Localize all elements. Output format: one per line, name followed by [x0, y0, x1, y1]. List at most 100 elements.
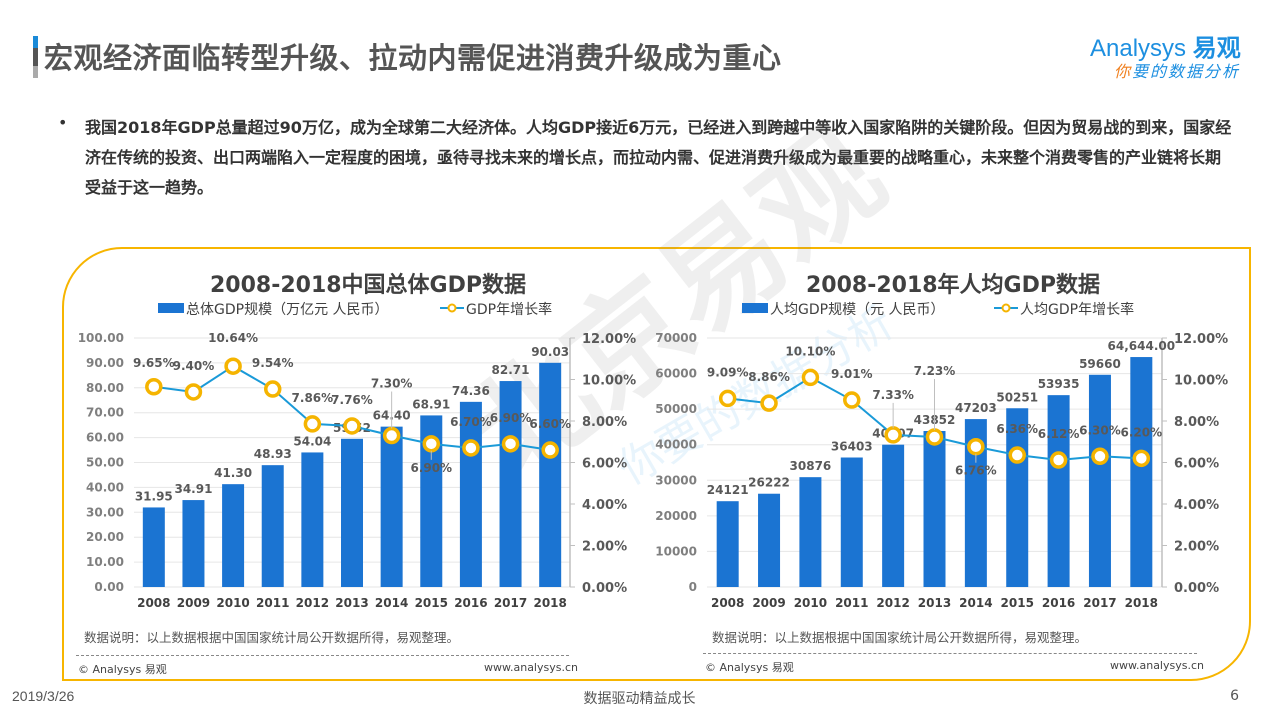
growth-value-label: 7.33%	[872, 388, 914, 402]
x-tick-label: 2010	[216, 596, 249, 610]
bar-value-label: 41.30	[214, 466, 252, 480]
right-site-link[interactable]: www.analysys.cn	[1110, 659, 1204, 672]
bar-value-label: 36403	[831, 440, 873, 454]
growth-value-label: 6.76%	[955, 464, 997, 478]
bar-value-label: 53935	[1038, 377, 1080, 391]
left-site-link[interactable]: www.analysys.cn	[484, 661, 578, 674]
y-right-tick-label: 6.00%	[582, 457, 627, 472]
y-left-tick-label: 0.00	[94, 580, 124, 594]
y-right-tick-label: 2.00%	[582, 540, 627, 555]
growth-value-label: 9.01%	[831, 367, 873, 381]
bar	[182, 500, 205, 587]
bar	[142, 507, 165, 587]
bar	[341, 438, 363, 587]
title-accent-bar	[33, 36, 38, 78]
bar-value-label: 24121	[707, 483, 749, 497]
bar	[840, 457, 863, 587]
bar-value-label: 26222	[748, 476, 790, 490]
growth-marker	[382, 426, 401, 445]
y-right-tick-label: 12.00%	[582, 332, 636, 347]
growth-marker	[422, 435, 441, 453]
y-left-tick-label: 70000	[655, 331, 697, 345]
growth-marker	[760, 394, 778, 412]
page-number: 6	[1230, 688, 1239, 704]
x-tick-label: 2012	[296, 596, 329, 610]
x-tick-label: 2014	[375, 596, 408, 610]
growth-value-label: 6.70%	[450, 415, 492, 429]
y-right-tick-label: 4.00%	[582, 498, 627, 513]
y-left-tick-label: 10.00	[86, 555, 124, 569]
logo-main-en: Analysys	[1090, 35, 1187, 62]
growth-value-label: 6.12%	[1038, 427, 1080, 441]
x-tick-label: 2013	[335, 596, 368, 610]
growth-marker	[1091, 447, 1109, 466]
bar	[380, 426, 403, 587]
growth-value-label: 10.64%	[208, 331, 258, 345]
growth-value-label: 6.90%	[490, 411, 532, 425]
y-left-tick-label: 90.00	[86, 356, 124, 370]
growth-marker	[303, 415, 322, 433]
growth-marker	[263, 380, 282, 398]
bar	[222, 484, 245, 587]
logo-main: Analysys 易观	[1090, 28, 1241, 63]
footer-date: 2019/3/26	[12, 688, 75, 704]
growth-value-label: 8.86%	[748, 370, 790, 384]
growth-marker	[718, 389, 737, 408]
bar-value-label: 64,644.00	[1108, 339, 1176, 353]
bar	[301, 452, 324, 587]
growth-value-label: 6.60%	[529, 417, 571, 431]
left-data-note: 数据说明：以上数据根据中国国家统计局公开数据所得，易观整理。	[84, 630, 460, 645]
x-tick-label: 2016	[454, 596, 487, 610]
growth-marker	[1049, 451, 1068, 469]
growth-marker	[501, 435, 520, 453]
y-right-tick-label: 6.00%	[1174, 457, 1219, 472]
growth-marker	[145, 378, 163, 396]
footer-slogan: 数据驱动精益成长	[583, 691, 696, 707]
growth-marker	[541, 441, 559, 459]
x-tick-label: 2008	[137, 596, 170, 610]
growth-marker	[884, 426, 902, 444]
growth-value-label: 10.10%	[785, 344, 835, 358]
growth-marker	[843, 391, 861, 409]
bar	[459, 401, 482, 587]
y-left-tick-label: 80.00	[86, 381, 124, 395]
y-left-tick-label: 20000	[655, 509, 697, 523]
x-tick-label: 2017	[494, 596, 527, 610]
chart-title: 2008-2018年人均GDP数据	[806, 272, 1100, 298]
y-left-tick-label: 40.00	[86, 480, 124, 494]
growth-value-label: 7.30%	[371, 377, 413, 391]
bar-value-label: 50251	[996, 390, 1038, 404]
bar-value-label: 90.03	[531, 345, 569, 359]
y-left-tick-label: 20.00	[86, 530, 124, 544]
y-left-tick-label: 70.00	[86, 406, 124, 420]
left-divider	[76, 655, 569, 656]
y-right-tick-label: 12.00%	[1174, 332, 1228, 347]
bar-value-label: 34.91	[174, 482, 212, 496]
y-left-tick-label: 40000	[655, 438, 697, 452]
bar-value-label: 54.04	[293, 434, 331, 448]
x-tick-label: 2010	[794, 596, 827, 610]
bar-value-label: 82.71	[492, 363, 530, 377]
y-right-tick-label: 10.00%	[582, 374, 636, 389]
y-left-tick-label: 50.00	[86, 456, 124, 470]
legend-line-marker	[447, 303, 457, 313]
x-tick-label: 2018	[1125, 596, 1158, 610]
x-tick-label: 2011	[256, 596, 289, 610]
bar	[420, 415, 443, 587]
y-right-tick-label: 8.00%	[582, 415, 627, 430]
x-tick-label: 2009	[177, 596, 210, 610]
y-right-tick-label: 4.00%	[1174, 498, 1219, 513]
bar-value-label: 30876	[790, 459, 832, 473]
logo-slogan: 你要的数据分析	[1114, 58, 1240, 82]
bullet-dot-icon: •	[58, 113, 68, 132]
bar	[261, 465, 284, 587]
bar-value-label: 59660	[1079, 357, 1121, 371]
growth-marker	[184, 383, 203, 401]
growth-marker	[1008, 446, 1026, 464]
x-tick-label: 2008	[711, 596, 744, 610]
growth-value-label: 9.65%	[133, 356, 175, 370]
growth-value-label: 9.40%	[173, 359, 215, 373]
x-tick-label: 2013	[918, 596, 951, 610]
bar	[716, 501, 739, 587]
